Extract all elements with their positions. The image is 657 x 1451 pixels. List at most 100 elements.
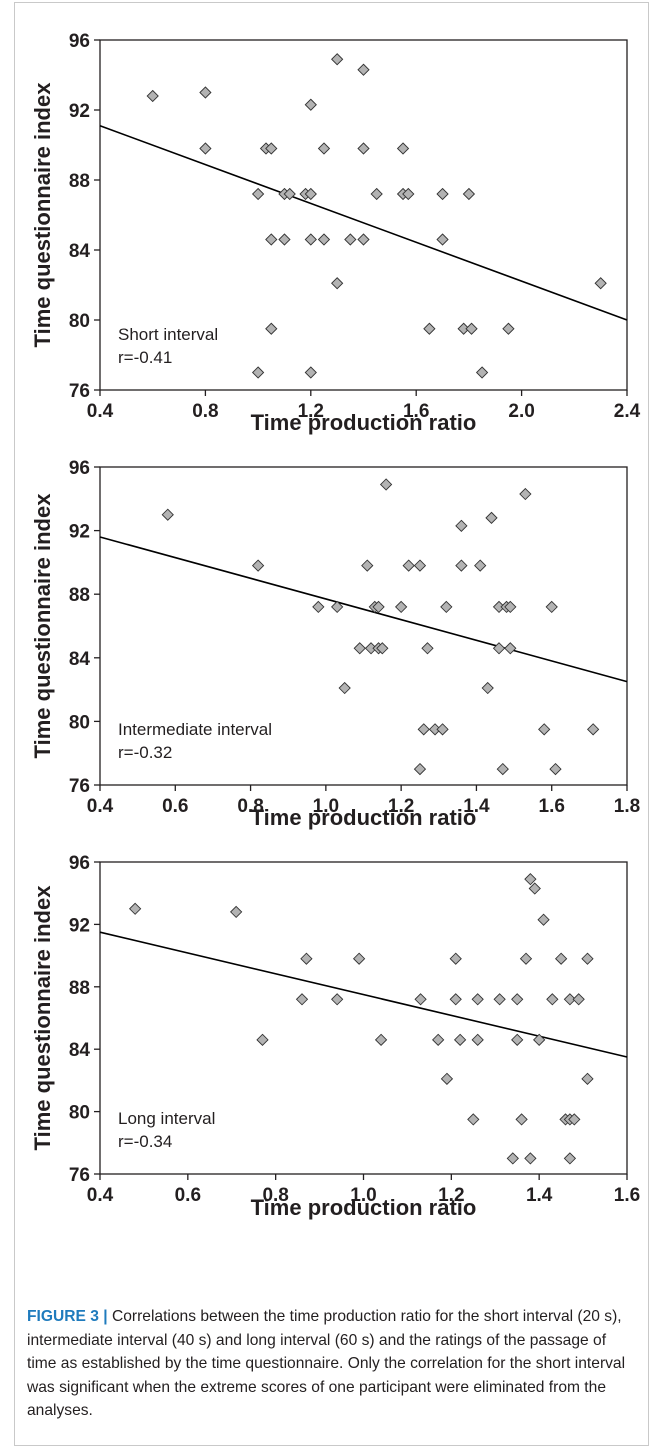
- caption-label: FIGURE 3 |: [27, 1308, 108, 1325]
- annotation-text: Short interval: [118, 325, 218, 344]
- data-point: [537, 913, 550, 926]
- data-point: [357, 63, 370, 76]
- data-point: [528, 882, 541, 895]
- x-axis-title: Time production ratio: [251, 1195, 477, 1220]
- data-point: [312, 600, 325, 614]
- data-point: [331, 993, 344, 1006]
- x-tick-label: 1.8: [614, 796, 640, 817]
- data-point: [533, 1033, 546, 1046]
- y-tick-label: 80: [69, 712, 90, 733]
- data-point: [581, 1072, 594, 1085]
- data-point: [199, 86, 212, 99]
- regression-line: [99, 124, 628, 321]
- figure-frame: [14, 2, 649, 1446]
- data-point: [146, 89, 159, 103]
- x-tick-label: 0.8: [192, 401, 218, 422]
- data-point: [475, 366, 489, 379]
- data-point: [449, 952, 462, 965]
- x-tick-label: 1.4: [463, 796, 490, 817]
- y-tick-label: 92: [69, 101, 90, 122]
- y-axis-title: Time questionnaire index: [30, 493, 55, 759]
- data-point: [379, 478, 393, 491]
- y-tick-label: 80: [69, 311, 90, 332]
- x-tick-label: 0.8: [262, 1185, 288, 1206]
- data-point: [493, 993, 506, 1006]
- data-point: [423, 322, 436, 335]
- data-point: [353, 642, 366, 655]
- y-tick-label: 80: [69, 1103, 90, 1124]
- data-point: [462, 187, 476, 201]
- data-point: [395, 600, 408, 614]
- x-tick-label: 0.8: [237, 796, 263, 817]
- data-point: [278, 233, 291, 246]
- data-point: [440, 600, 453, 614]
- annotation-text: Intermediate interval: [118, 720, 272, 739]
- data-point: [331, 600, 344, 614]
- plot-area-border: [99, 466, 628, 786]
- data-point: [361, 559, 374, 572]
- data-point: [128, 902, 142, 915]
- data-point: [295, 993, 309, 1006]
- chart-panel-2: 76 80 84 88 92 96 0.4 0.6 0.8 1.0 1.2 1.4 1.6 1.8 Time…: [30, 458, 640, 830]
- data-point: [402, 187, 415, 201]
- data-point: [304, 98, 317, 111]
- data-point: [440, 1072, 454, 1085]
- data-point: [256, 1033, 269, 1046]
- data-point: [572, 993, 585, 1006]
- data-point: [453, 1033, 467, 1046]
- data-point: [331, 277, 344, 290]
- data-point: [396, 142, 410, 155]
- data-point: [251, 366, 265, 379]
- data-point: [455, 519, 468, 532]
- chart-panel-1: 76 80 84 88 92 96 0.4 0.8 1.2 1.6 2.0 2.4 Time produ…: [30, 31, 641, 435]
- data-point: [421, 642, 434, 655]
- data-point: [251, 559, 265, 572]
- data-point: [331, 53, 344, 66]
- data-point: [414, 993, 427, 1006]
- data-point: [436, 723, 449, 736]
- data-point: [374, 1033, 388, 1046]
- x-axis-title: Time production ratio: [251, 410, 477, 435]
- y-tick-label: 76: [69, 1165, 90, 1186]
- x-tick-label: 0.4: [87, 1185, 114, 1206]
- data-point: [594, 277, 607, 290]
- data-point: [515, 1113, 528, 1126]
- y-tick-label: 96: [69, 853, 90, 874]
- y-tick-label: 76: [69, 776, 90, 797]
- data-point: [519, 487, 532, 501]
- caption-text: Correlations between the time production…: [27, 1308, 626, 1420]
- data-point: [317, 233, 331, 246]
- data-point: [251, 187, 265, 201]
- data-point: [161, 508, 174, 521]
- data-point: [304, 233, 317, 246]
- data-point: [265, 142, 278, 155]
- data-point: [304, 366, 317, 379]
- y-tick-label: 84: [69, 1040, 91, 1061]
- data-point: [511, 1033, 524, 1046]
- x-tick-label: 1.6: [539, 796, 565, 817]
- data-point: [352, 952, 366, 965]
- regression-line: [99, 536, 628, 683]
- data-point: [357, 142, 370, 155]
- data-point: [432, 1033, 445, 1046]
- data-point: [402, 559, 415, 572]
- x-tick-label: 0.4: [87, 796, 114, 817]
- data-point: [370, 187, 383, 201]
- data-point: [524, 873, 537, 886]
- data-point: [481, 681, 494, 695]
- y-tick-label: 96: [69, 31, 90, 52]
- y-tick-label: 92: [69, 915, 90, 936]
- data-point: [465, 322, 478, 335]
- annotation-text: r=-0.34: [118, 1132, 172, 1151]
- y-tick-label: 76: [69, 381, 90, 402]
- x-tick-label: 1.4: [526, 1185, 553, 1206]
- annotation-text: r=-0.32: [118, 743, 172, 762]
- data-point: [563, 1152, 577, 1165]
- data-point: [436, 233, 449, 246]
- data-point: [506, 1152, 519, 1165]
- data-point: [436, 187, 449, 201]
- x-axis-title: Time production ratio: [251, 805, 477, 830]
- data-point: [344, 233, 357, 246]
- x-tick-label: 1.0: [313, 796, 339, 817]
- data-point: [485, 511, 498, 525]
